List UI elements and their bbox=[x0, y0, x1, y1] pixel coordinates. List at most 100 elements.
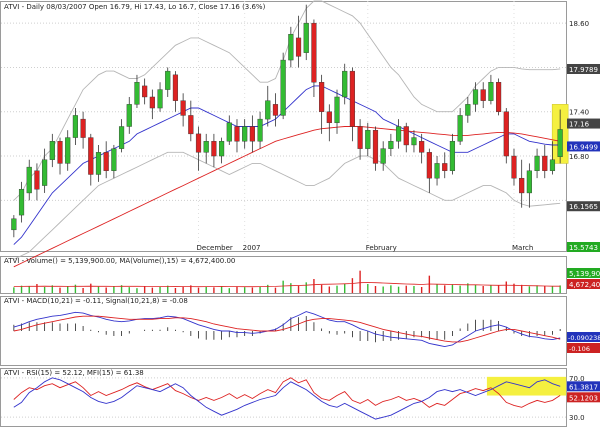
candle-down bbox=[426, 152, 432, 179]
ma-50-line bbox=[13, 126, 561, 268]
rsi-tag-label: 52.1203 bbox=[569, 394, 598, 402]
candle-up bbox=[465, 104, 471, 116]
volume-tag-bg bbox=[567, 279, 600, 289]
panel-frame-3 bbox=[0, 368, 567, 427]
candle-up bbox=[395, 126, 402, 142]
candle-down bbox=[319, 82, 325, 112]
candle-up bbox=[26, 166, 32, 194]
candle-up bbox=[472, 89, 479, 105]
rsi-mfi-line bbox=[13, 377, 561, 420]
candle-down bbox=[542, 155, 548, 171]
candle-up bbox=[165, 70, 171, 90]
candle-down bbox=[149, 96, 155, 109]
candle-up bbox=[434, 163, 440, 179]
candle-up bbox=[534, 155, 540, 171]
candle-down bbox=[142, 85, 148, 98]
candle-up bbox=[49, 141, 55, 160]
candle-up bbox=[557, 129, 563, 157]
candle-down bbox=[180, 100, 186, 116]
candle-up bbox=[65, 137, 71, 164]
candle-up bbox=[18, 189, 25, 216]
volume-tag-label: 5,139,900 bbox=[569, 270, 600, 278]
candle-down bbox=[372, 129, 379, 164]
volume-title: ATVI - Volume() = 5,139,900.00, MA(Volum… bbox=[4, 257, 235, 265]
macd-title: ATVI - MACD(10,21) = -0.11, Signal(10,21… bbox=[4, 297, 188, 305]
price-title: ATVI - Daily 08/03/2007 Open 16.79, Hi 1… bbox=[4, 3, 266, 11]
candle-up bbox=[126, 104, 132, 127]
candle-up bbox=[72, 115, 78, 138]
candle-down bbox=[349, 70, 355, 127]
candle-down bbox=[172, 74, 179, 101]
month-label: 2007 bbox=[243, 244, 261, 252]
candle-up bbox=[388, 141, 394, 149]
candle-up bbox=[549, 159, 556, 171]
candle-up bbox=[365, 129, 371, 149]
candle-down bbox=[519, 177, 525, 194]
candle-up bbox=[219, 141, 225, 157]
price-tag-label: 15.5743 bbox=[569, 244, 598, 252]
candle-up bbox=[111, 148, 117, 171]
candle-down bbox=[326, 111, 332, 124]
month-label: March bbox=[512, 244, 533, 252]
volume-ma-line bbox=[13, 282, 561, 288]
candle-up bbox=[342, 70, 348, 98]
rsi-highlight bbox=[486, 376, 567, 396]
candle-down bbox=[234, 126, 240, 142]
candle-down bbox=[103, 152, 109, 171]
bollinger-upper-line bbox=[13, 0, 561, 201]
candle-up bbox=[242, 126, 248, 142]
candle-up bbox=[265, 100, 271, 120]
macd-tag-label: -0.106 bbox=[569, 345, 590, 353]
candle-down bbox=[80, 118, 86, 138]
volume-tag-label: 4,672,400 bbox=[569, 281, 600, 289]
rsi-tick-label: 70.0 bbox=[569, 375, 585, 383]
price-tick-label: 16.80 bbox=[569, 153, 589, 161]
candle-up bbox=[118, 126, 125, 149]
rsi-tick-label: 30.0 bbox=[569, 414, 585, 422]
candle-down bbox=[195, 133, 202, 153]
candle-down bbox=[403, 126, 409, 146]
candle-down bbox=[34, 170, 40, 190]
macd-tag-bg bbox=[567, 343, 600, 353]
macd-signal-line bbox=[13, 315, 561, 343]
candle-down bbox=[442, 163, 448, 171]
candle-up bbox=[526, 170, 532, 194]
candle-up bbox=[95, 152, 102, 175]
month-label: February bbox=[366, 244, 397, 252]
price-tag-label: 17.16 bbox=[569, 121, 590, 129]
candle-down bbox=[357, 126, 363, 149]
candle-down bbox=[272, 104, 279, 116]
candle-up bbox=[203, 141, 209, 153]
price-tick-label: 18.60 bbox=[569, 20, 589, 28]
macd-macd-line bbox=[13, 311, 561, 348]
volume-tag-bg bbox=[567, 268, 600, 278]
rsi-title: ATVI - RSI(15) = 52.12, MFI(15) = 61.38 bbox=[4, 369, 144, 377]
candle-up bbox=[457, 115, 463, 142]
candle-up bbox=[334, 96, 340, 124]
candle-down bbox=[188, 115, 194, 135]
rsi-tag-bg bbox=[567, 381, 600, 392]
month-label: December bbox=[197, 244, 233, 252]
bollinger-lower-line bbox=[13, 151, 561, 260]
candle-down bbox=[496, 82, 502, 112]
price-tag-label: 16.1565 bbox=[569, 203, 598, 211]
candle-up bbox=[226, 122, 232, 142]
candle-up bbox=[303, 22, 309, 53]
candle-up bbox=[11, 218, 17, 231]
rsi-rsi-line bbox=[13, 377, 561, 408]
candle-down bbox=[249, 126, 255, 142]
candle-down bbox=[419, 141, 425, 153]
candle-up bbox=[411, 137, 417, 146]
candle-up bbox=[42, 159, 48, 186]
price-tag-bg bbox=[567, 118, 600, 129]
candle-up bbox=[488, 82, 494, 101]
candle-up bbox=[288, 34, 294, 61]
candle-down bbox=[511, 155, 517, 179]
candle-up bbox=[280, 59, 286, 116]
candle-down bbox=[311, 22, 317, 83]
candle-down bbox=[480, 89, 486, 101]
panel-frame-0 bbox=[0, 1, 567, 252]
candle-up bbox=[257, 118, 263, 142]
candle-down bbox=[57, 141, 63, 164]
